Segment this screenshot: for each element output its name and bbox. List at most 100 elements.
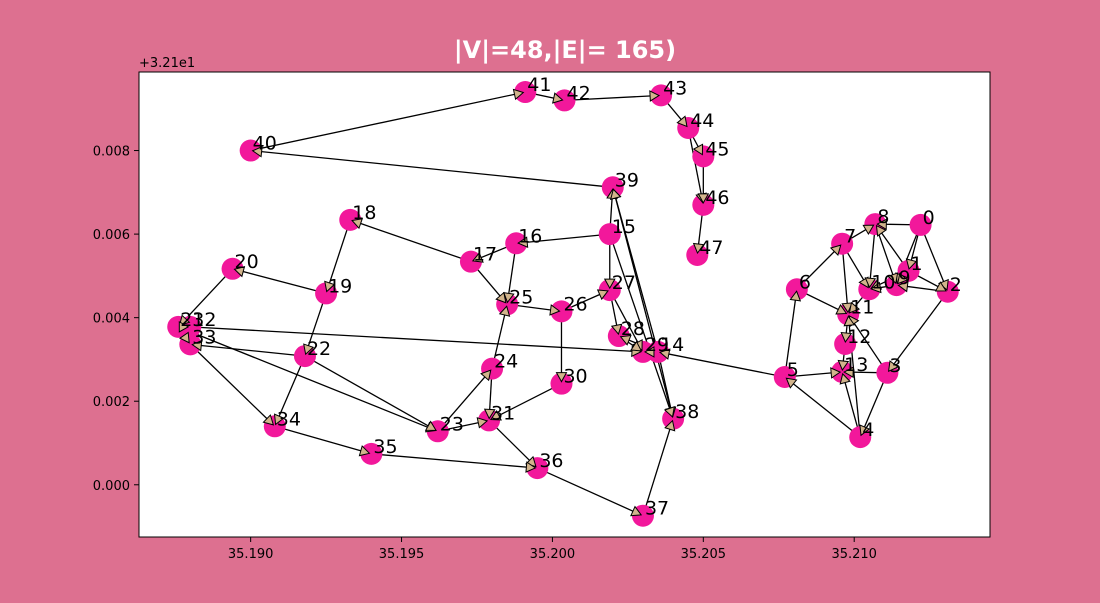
arrowhead-9-10 — [870, 281, 882, 294]
edge-17-18 — [352, 221, 472, 263]
arrowhead-10-11 — [848, 301, 861, 314]
arrowhead-18-19 — [324, 280, 336, 293]
node-18 — [339, 208, 362, 231]
arrowhead-23-31 — [476, 417, 489, 429]
arrowhead-0-1 — [905, 258, 918, 270]
node-label-27: 27 — [612, 272, 636, 294]
x-tick-label: 35.190 — [228, 547, 274, 562]
edge-2-3 — [889, 291, 949, 371]
node-6 — [785, 278, 808, 301]
node-label-31: 31 — [491, 402, 515, 424]
arrowhead-28-29 — [630, 340, 643, 352]
arrowhead-23-24 — [480, 369, 492, 382]
node-label-32: 32 — [192, 309, 216, 331]
nodes-layer — [167, 81, 959, 527]
arrowhead-5-14 — [659, 348, 671, 360]
arrowhead-41-42 — [552, 92, 564, 104]
edge-42-43 — [564, 95, 660, 102]
edge-32-29 — [190, 326, 641, 352]
node-15 — [598, 223, 621, 246]
arrowhead-39-40 — [251, 145, 263, 158]
node-14 — [647, 340, 670, 363]
node-label-6: 6 — [799, 271, 811, 293]
node-41 — [514, 81, 537, 104]
edge-33-34 — [189, 343, 273, 424]
node-35 — [360, 442, 383, 465]
arrowhead-45-46 — [697, 193, 710, 204]
node-39 — [601, 176, 624, 199]
edge-15-16 — [518, 233, 610, 243]
node-label-17: 17 — [473, 244, 497, 266]
arrowhead-15-38 — [663, 405, 675, 418]
arrowhead-25-26 — [549, 304, 561, 316]
arrowhead-4-5 — [785, 377, 798, 389]
edge-18-19 — [327, 219, 351, 292]
arrowhead-21-33 — [178, 331, 190, 344]
y-tick-label: 0.004 — [93, 312, 130, 327]
node-label-39: 39 — [615, 169, 639, 191]
edge-21-23 — [177, 326, 436, 431]
node-19 — [315, 282, 338, 305]
arrowhead-17-25 — [495, 291, 507, 304]
node-16 — [505, 232, 528, 255]
node-label-13: 13 — [844, 354, 868, 376]
node-label-15: 15 — [612, 216, 636, 238]
node-label-11: 11 — [850, 296, 874, 318]
node-label-24: 24 — [494, 351, 518, 373]
arrowhead-46-47 — [692, 242, 705, 255]
node-label-26: 26 — [563, 293, 587, 315]
arrowhead-12-13 — [837, 359, 850, 372]
node-12 — [834, 332, 857, 355]
arrowhead-1-2 — [934, 281, 947, 292]
node-22 — [293, 345, 316, 368]
arrowhead-15-27 — [603, 278, 616, 290]
edge-38-39 — [613, 189, 674, 419]
edge-39-40 — [253, 151, 613, 188]
arrowhead-24-31 — [483, 408, 496, 420]
node-labels-layer: 0123456789101112131415161718192021222324… — [180, 74, 962, 520]
node-label-8: 8 — [877, 206, 889, 228]
node-label-44: 44 — [690, 110, 714, 132]
arrowhead-7-8 — [862, 224, 875, 235]
arrowhead-0-8 — [876, 218, 887, 231]
node-label-0: 0 — [923, 207, 935, 229]
edge-22-23 — [304, 355, 436, 430]
node-label-45: 45 — [705, 138, 729, 160]
arrowhead-1-9 — [897, 272, 909, 285]
node-label-9: 9 — [898, 267, 910, 289]
arrowhead-22-23 — [424, 420, 437, 431]
node-label-43: 43 — [663, 77, 687, 99]
edge-5-14 — [660, 352, 785, 378]
arrowhead-38-39 — [610, 188, 622, 200]
node-label-4: 4 — [862, 419, 874, 441]
node-label-47: 47 — [699, 237, 723, 259]
arrowhead-6-11 — [835, 304, 848, 315]
node-label-37: 37 — [645, 498, 669, 520]
arrowhead-2-3 — [887, 360, 899, 373]
arrowhead-14-28 — [619, 334, 632, 346]
node-label-30: 30 — [563, 366, 587, 388]
edge-4-5 — [786, 378, 861, 438]
edge-3-11 — [849, 316, 888, 374]
node-label-3: 3 — [889, 355, 901, 377]
edge-30-31 — [491, 383, 562, 420]
arrowhead-42-43 — [649, 90, 661, 102]
arrowhead-33-34 — [262, 414, 275, 426]
node-label-7: 7 — [844, 226, 856, 248]
edge-36-37 — [537, 467, 641, 515]
arrowhead-30-31 — [489, 410, 502, 421]
node-label-16: 16 — [518, 225, 542, 247]
node-label-2: 2 — [950, 274, 962, 296]
node-label-28: 28 — [621, 318, 645, 340]
node-46 — [692, 193, 715, 216]
node-label-25: 25 — [509, 286, 533, 308]
arrowhead-8-10 — [864, 277, 877, 289]
arrowhead-44-45 — [692, 143, 704, 156]
node-label-33: 33 — [192, 326, 216, 348]
arrowhead-27-28 — [610, 323, 623, 336]
x-tick-label: 35.200 — [530, 547, 576, 562]
node-30 — [550, 372, 573, 395]
arrowhead-3-4 — [859, 424, 871, 437]
node-label-34: 34 — [277, 408, 301, 430]
